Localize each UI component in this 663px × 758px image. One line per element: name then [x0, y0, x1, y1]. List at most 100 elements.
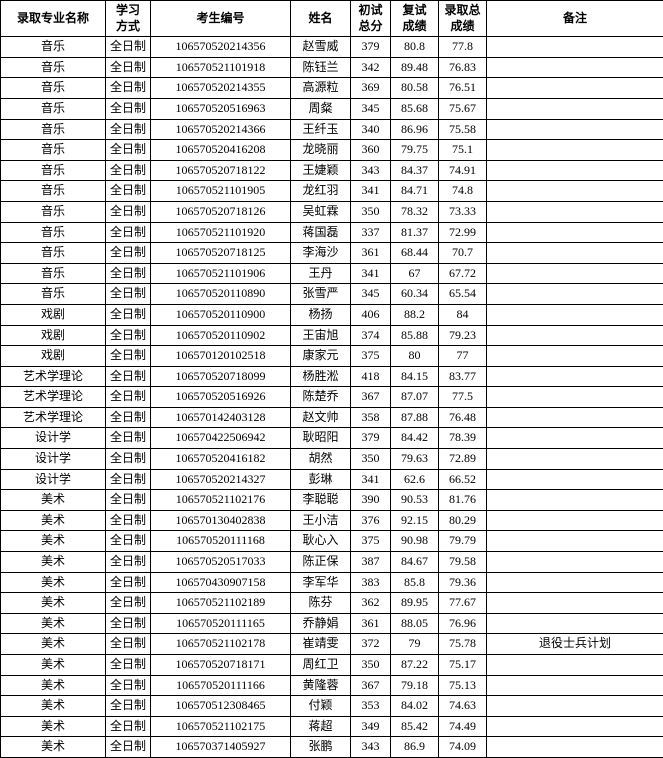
cell-id: 106570521102175: [151, 716, 291, 737]
cell-name: 李军华: [291, 572, 351, 593]
cell-major: 美术: [1, 593, 106, 614]
cell-major: 设计学: [1, 469, 106, 490]
cell-score3: 77.5: [439, 387, 487, 408]
table-row: 美术全日制106570521102175蒋超34985.4274.49: [1, 716, 663, 737]
table-row: 美术全日制106570430907158李军华38385.879.36: [1, 572, 663, 593]
table-row: 美术全日制106570130402838王小洁37692.1580.29: [1, 510, 663, 531]
cell-name: 王宙旭: [291, 325, 351, 346]
cell-major: 美术: [1, 490, 106, 511]
table-row: 音乐全日制106570521101906王丹3416767.72: [1, 263, 663, 284]
cell-remark: [487, 140, 663, 161]
admission-table: 录取专业名称 学习 方式 考生编号 姓名 初试 总分 复试 成绩 录取总 成绩 …: [0, 0, 663, 758]
cell-score3: 75.17: [439, 655, 487, 676]
cell-score3: 79.36: [439, 572, 487, 593]
cell-remark: [487, 263, 663, 284]
cell-score1: 341: [351, 181, 391, 202]
cell-score1: 372: [351, 634, 391, 655]
cell-score3: 77.8: [439, 37, 487, 58]
header-remark: 备注: [487, 1, 663, 37]
table-row: 音乐全日制106570520214355高源粒36980.5876.51: [1, 78, 663, 99]
cell-score2: 84.37: [391, 160, 439, 181]
cell-score3: 75.1: [439, 140, 487, 161]
cell-name: 吴虹霖: [291, 201, 351, 222]
header-row: 录取专业名称 学习 方式 考生编号 姓名 初试 总分 复试 成绩 录取总 成绩 …: [1, 1, 663, 37]
cell-remark: [487, 346, 663, 367]
cell-name: 周红卫: [291, 655, 351, 676]
cell-score1: 345: [351, 98, 391, 119]
cell-name: 赵雪威: [291, 37, 351, 58]
cell-remark: [487, 78, 663, 99]
cell-remark: [487, 407, 663, 428]
cell-name: 高源粒: [291, 78, 351, 99]
cell-score2: 85.42: [391, 716, 439, 737]
cell-score3: 83.77: [439, 366, 487, 387]
cell-score3: 74.09: [439, 737, 487, 758]
cell-mode: 全日制: [106, 57, 151, 78]
cell-mode: 全日制: [106, 428, 151, 449]
cell-score3: 75.13: [439, 675, 487, 696]
cell-remark: [487, 304, 663, 325]
cell-id: 106570520516963: [151, 98, 291, 119]
cell-name: 耿昭阳: [291, 428, 351, 449]
table-row: 美术全日制106570520517033陈正保38784.6779.58: [1, 552, 663, 573]
cell-score3: 76.83: [439, 57, 487, 78]
cell-score1: 343: [351, 160, 391, 181]
cell-remark: [487, 696, 663, 717]
cell-major: 音乐: [1, 37, 106, 58]
cell-score1: 343: [351, 737, 391, 758]
cell-name: 陈芬: [291, 593, 351, 614]
cell-score1: 361: [351, 243, 391, 264]
cell-score3: 74.8: [439, 181, 487, 202]
cell-score3: 74.63: [439, 696, 487, 717]
cell-name: 周粲: [291, 98, 351, 119]
cell-major: 艺术学理论: [1, 387, 106, 408]
cell-mode: 全日制: [106, 593, 151, 614]
cell-remark: [487, 201, 663, 222]
table-row: 音乐全日制106570520214366王纤玉34086.9675.58: [1, 119, 663, 140]
cell-score3: 77: [439, 346, 487, 367]
cell-name: 陈正保: [291, 552, 351, 573]
cell-score3: 79.23: [439, 325, 487, 346]
cell-mode: 全日制: [106, 675, 151, 696]
cell-remark: [487, 531, 663, 552]
cell-mode: 全日制: [106, 531, 151, 552]
header-score2-text: 复试 成绩: [402, 3, 426, 33]
cell-name: 李海沙: [291, 243, 351, 264]
cell-score3: 84: [439, 304, 487, 325]
cell-score1: 418: [351, 366, 391, 387]
cell-id: 106570430907158: [151, 572, 291, 593]
cell-remark: [487, 119, 663, 140]
cell-score1: 379: [351, 37, 391, 58]
cell-score2: 85.88: [391, 325, 439, 346]
table-row: 音乐全日制106570520516963周粲34585.6875.67: [1, 98, 663, 119]
cell-major: 美术: [1, 737, 106, 758]
cell-remark: [487, 716, 663, 737]
cell-score3: 80.29: [439, 510, 487, 531]
cell-remark: [487, 160, 663, 181]
cell-score1: 374: [351, 325, 391, 346]
table-row: 美术全日制106570512308465付颖35384.0274.63: [1, 696, 663, 717]
cell-id: 106570520416182: [151, 449, 291, 470]
cell-score2: 87.07: [391, 387, 439, 408]
cell-mode: 全日制: [106, 284, 151, 305]
cell-remark: [487, 325, 663, 346]
cell-remark: [487, 98, 663, 119]
cell-score2: 84.67: [391, 552, 439, 573]
cell-mode: 全日制: [106, 407, 151, 428]
table-row: 音乐全日制106570521101905龙红羽34184.7174.8: [1, 181, 663, 202]
cell-major: 美术: [1, 634, 106, 655]
cell-score3: 65.54: [439, 284, 487, 305]
header-score2: 复试 成绩: [391, 1, 439, 37]
table-row: 音乐全日制106570521101918陈钰兰34289.4876.83: [1, 57, 663, 78]
cell-score2: 86.9: [391, 737, 439, 758]
cell-score1: 406: [351, 304, 391, 325]
table-row: 设计学全日制106570520416182胡然35079.6372.89: [1, 449, 663, 470]
cell-score3: 81.76: [439, 490, 487, 511]
cell-remark: 退役士兵计划: [487, 634, 663, 655]
cell-mode: 全日制: [106, 222, 151, 243]
cell-score1: 358: [351, 407, 391, 428]
cell-score2: 85.68: [391, 98, 439, 119]
cell-score2: 84.42: [391, 428, 439, 449]
cell-id: 106570521102178: [151, 634, 291, 655]
cell-remark: [487, 593, 663, 614]
